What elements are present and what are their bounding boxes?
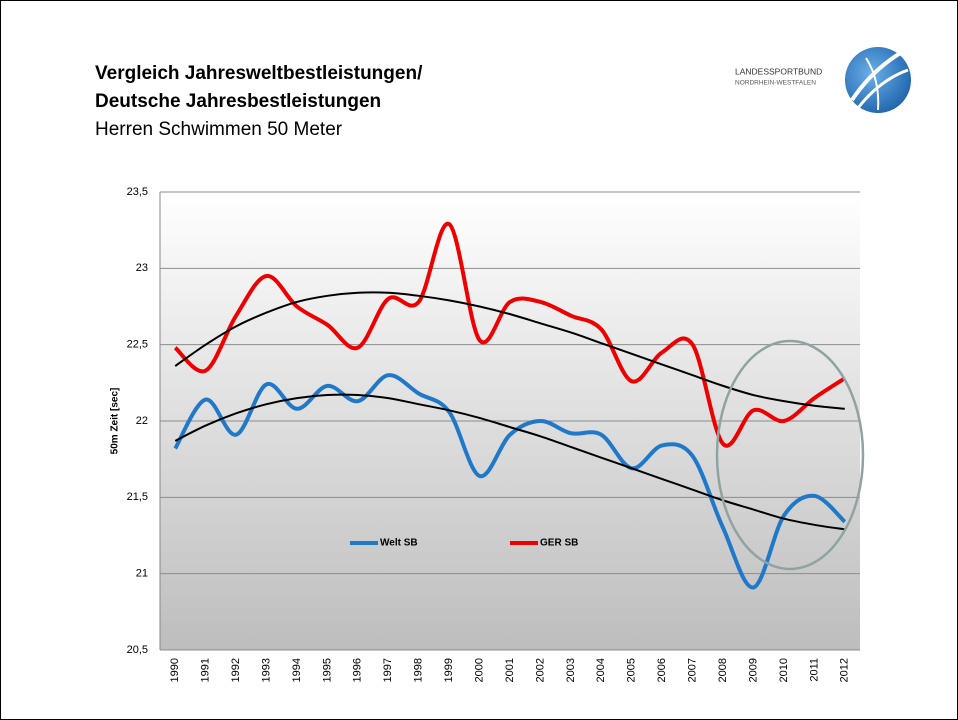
trend-line: [174, 291, 845, 410]
title: Deutsche Jahresbestleistungen: [95, 91, 381, 112]
y-tick-label: 21: [136, 568, 148, 580]
x-tick-label: 2000: [473, 658, 485, 682]
x-tick-label: 2012: [839, 658, 851, 682]
logo-icon: [845, 47, 911, 113]
y-tick-label: 23: [136, 262, 148, 274]
x-tick-label: 2003: [565, 658, 577, 682]
title: Vergleich Jahresweltbestleistungen/: [95, 63, 423, 84]
x-tick-label: 2006: [656, 658, 668, 682]
y-tick-label: 22: [136, 415, 148, 427]
y-tick-label: 22,5: [127, 339, 148, 351]
y-axis-label: 50m Zeit [sec]: [110, 388, 121, 455]
legend-label: GER SB: [540, 538, 578, 549]
x-tick-label: 2001: [504, 658, 516, 682]
logo-text: LANDESSPORTBUND: [735, 66, 822, 76]
logo-text: NORDRHEIN-WESTFALEN: [735, 80, 816, 87]
y-tick-label: 21,5: [127, 491, 148, 503]
x-tick-label: 2008: [717, 658, 729, 682]
legend-label: Welt SB: [380, 538, 418, 549]
highlight-ellipse: [715, 339, 865, 571]
data-line: [173, 373, 847, 590]
x-tick-label: 2004: [595, 658, 607, 682]
y-tick-label: 23,5: [127, 186, 148, 198]
x-tick-label: 1995: [321, 658, 333, 682]
x-tick-label: 1998: [413, 658, 425, 682]
x-tick-label: 2010: [778, 658, 790, 682]
x-tick-label: 1992: [230, 658, 242, 682]
trend-line: [174, 393, 845, 531]
x-tick-label: 2002: [534, 658, 546, 682]
x-tick-label: 1997: [382, 658, 394, 682]
x-tick-label: 1991: [200, 658, 212, 682]
x-tick-label: 2005: [626, 658, 638, 682]
x-tick-label: 2007: [687, 658, 699, 682]
x-tick-label: 1996: [352, 658, 364, 682]
subtitle: Herren Schwimmen 50 Meter: [95, 119, 343, 140]
x-tick-label: 2011: [808, 658, 820, 682]
x-tick-label: 1994: [291, 658, 303, 682]
x-tick-label: 1999: [443, 658, 455, 682]
x-tick-label: 1990: [169, 658, 181, 682]
x-tick-label: 1993: [260, 658, 272, 682]
x-tick-label: 2009: [747, 658, 759, 682]
y-tick-label: 20,5: [127, 644, 148, 656]
